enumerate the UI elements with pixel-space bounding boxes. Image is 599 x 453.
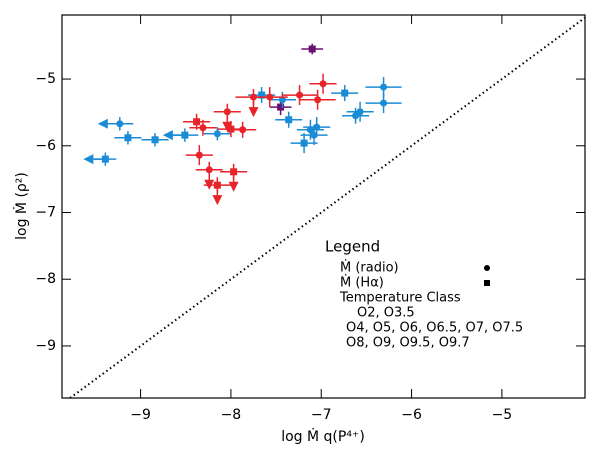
circle-marker <box>380 83 388 91</box>
circle-marker <box>205 166 213 174</box>
y-tick-label: −8 <box>35 271 56 287</box>
circle-marker <box>314 96 322 104</box>
circle-marker <box>313 123 321 131</box>
square-marker <box>277 103 285 111</box>
legend-class: O4, O5, O6, O6.5, O7, O7.5 <box>346 321 523 336</box>
square-marker <box>124 134 132 142</box>
circle-marker <box>116 120 124 128</box>
circle-marker <box>310 131 318 139</box>
circle-marker <box>195 151 203 159</box>
square-marker <box>101 155 109 163</box>
square-marker <box>285 116 293 124</box>
legend-subtitle: Temperature Class <box>339 291 461 306</box>
square-marker <box>300 139 308 147</box>
limit-arrow-head <box>222 121 233 132</box>
legend-class: O8, O9, O9.5, O9.7 <box>346 336 470 351</box>
legend-class: O2, O3.5 <box>357 306 415 321</box>
legend-marker <box>484 265 490 271</box>
limit-arrow-head <box>97 118 108 129</box>
circle-marker <box>199 124 207 132</box>
circle-marker <box>380 99 388 107</box>
x-tick-label: −7 <box>311 407 332 423</box>
legend-label: Ṁ (Hα) <box>340 275 384 291</box>
square-marker <box>193 118 201 126</box>
y-tick-label: −5 <box>35 71 56 87</box>
circle-marker <box>352 112 360 120</box>
circle-marker <box>223 108 231 116</box>
limit-arrow-head <box>212 195 223 206</box>
y-tick-label: −6 <box>35 138 56 154</box>
limit-arrow-head <box>83 154 94 165</box>
x-axis-label: log Ṁ q(P⁴⁺) <box>281 427 365 445</box>
circle-marker <box>266 93 274 101</box>
legend-label: Ṁ (radio) <box>340 260 399 276</box>
x-tick-label: −6 <box>401 407 422 423</box>
square-marker <box>230 168 238 176</box>
circle-marker <box>319 80 327 88</box>
plot-frame <box>61 14 586 399</box>
circle-marker <box>239 126 247 134</box>
identity-line <box>69 16 586 399</box>
square-marker <box>181 131 189 139</box>
legend-title: Legend <box>325 238 380 256</box>
circle-marker <box>213 130 221 138</box>
circle-marker <box>306 126 314 134</box>
square-marker <box>213 181 221 189</box>
x-tick-label: −9 <box>130 407 151 423</box>
limit-arrow-head <box>228 181 239 192</box>
circle-marker <box>356 108 364 116</box>
square-marker <box>341 89 349 97</box>
square-marker <box>258 91 266 99</box>
x-tick-label: −8 <box>221 407 242 423</box>
circle-marker <box>296 91 304 99</box>
x-tick-label: −5 <box>492 407 513 423</box>
square-marker <box>308 45 316 53</box>
circle-marker <box>278 96 286 104</box>
limit-arrow-head <box>162 130 173 141</box>
y-tick-label: −9 <box>35 338 56 354</box>
y-tick-label: −7 <box>35 205 56 221</box>
legend-marker <box>484 280 490 286</box>
square-marker <box>151 136 159 144</box>
limit-arrow-head <box>248 107 259 118</box>
y-axis-label: log Ṁ (ρ²) <box>12 172 30 240</box>
